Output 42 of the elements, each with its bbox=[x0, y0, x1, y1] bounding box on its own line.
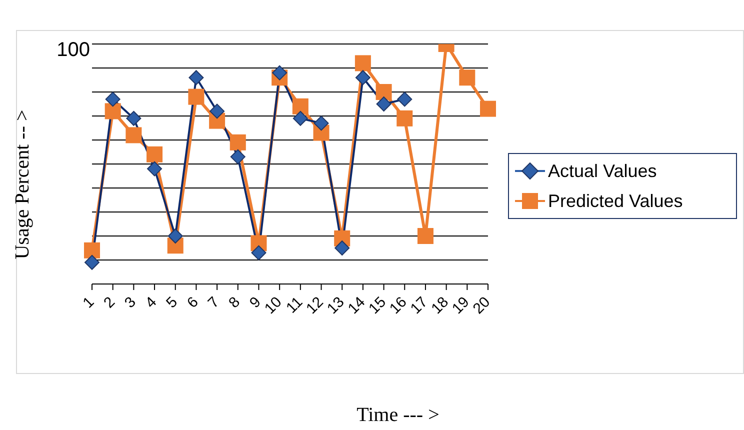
x-tick-label: 7 bbox=[204, 294, 223, 312]
point bbox=[146, 146, 163, 162]
point bbox=[251, 245, 266, 260]
point bbox=[188, 70, 204, 86]
x-tick-label: 1 bbox=[80, 294, 98, 312]
x-tick-label: 6 bbox=[184, 294, 202, 312]
point bbox=[314, 116, 329, 131]
point bbox=[459, 70, 476, 86]
point bbox=[334, 240, 350, 256]
x-tick-label: 3 bbox=[121, 294, 140, 312]
x-tick-label: 4 bbox=[142, 294, 160, 312]
point bbox=[126, 110, 142, 126]
x-tick-label: 5 bbox=[163, 294, 182, 312]
x-tick-label: 8 bbox=[226, 294, 244, 312]
point bbox=[210, 104, 225, 119]
point bbox=[292, 98, 308, 114]
point bbox=[376, 84, 392, 100]
point bbox=[397, 92, 412, 107]
x-axis-title: Time --- > bbox=[356, 404, 440, 427]
point bbox=[126, 127, 142, 144]
point bbox=[188, 88, 204, 105]
point bbox=[480, 100, 496, 117]
point bbox=[104, 103, 121, 120]
point bbox=[147, 161, 162, 176]
point bbox=[376, 96, 392, 112]
point bbox=[230, 149, 246, 164]
legend-label: Predicted Values bbox=[548, 190, 683, 213]
y-axis-title: Usage Percent -- > bbox=[12, 108, 34, 262]
point bbox=[105, 92, 120, 107]
point bbox=[84, 242, 100, 258]
text: 100 bbox=[56, 39, 90, 62]
point bbox=[230, 134, 246, 150]
point bbox=[168, 228, 183, 244]
point bbox=[272, 65, 288, 80]
point bbox=[84, 254, 100, 270]
point bbox=[396, 110, 413, 126]
point bbox=[417, 228, 434, 244]
legend-label: Actual Values bbox=[548, 160, 657, 183]
point bbox=[355, 70, 370, 86]
point bbox=[354, 55, 371, 72]
x-tick-label: 2 bbox=[100, 294, 118, 312]
point bbox=[292, 110, 308, 126]
